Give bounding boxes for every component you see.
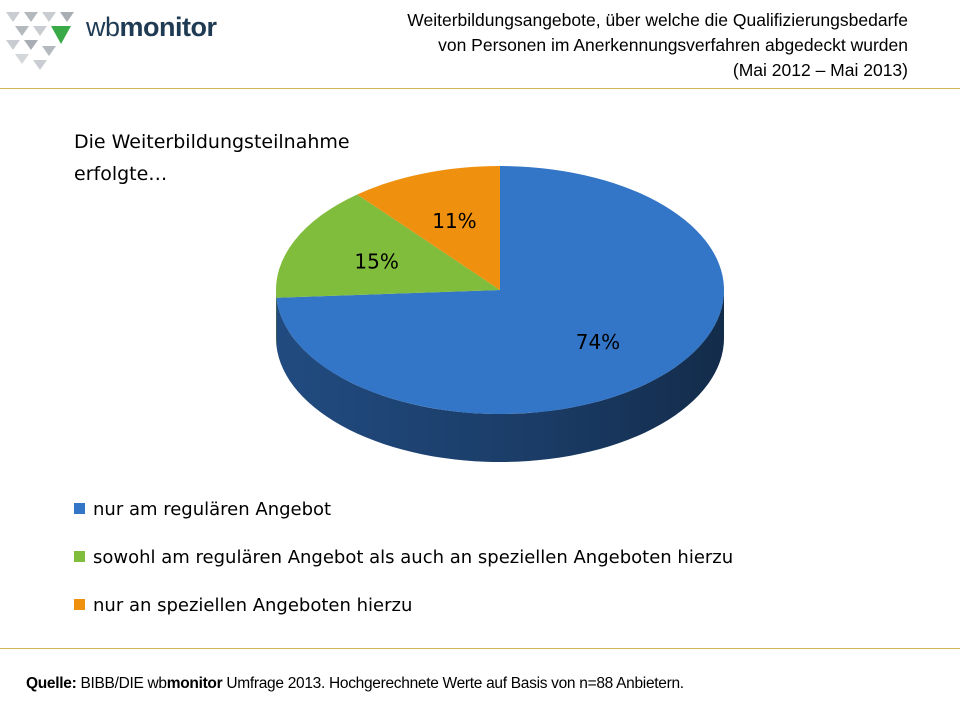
- legend-label-special: nur an speziellen Angeboten hierzu: [93, 595, 413, 616]
- page-title: Weiterbildungsangebote, über welche die …: [288, 8, 908, 83]
- chart-intro-line-1: Die Weiterbildungsteilnahme: [74, 131, 350, 153]
- legend-swatch-both: [74, 551, 85, 562]
- chart-intro-line-2: erfolgte…: [74, 163, 168, 185]
- header-divider: [0, 88, 960, 89]
- pie-slice-both: [276, 194, 500, 298]
- pie-slice-regular: [276, 166, 724, 414]
- pie-slice-special: [357, 166, 500, 290]
- legend-item-special: nur an speziellen Angeboten hierzu: [74, 592, 733, 640]
- wbmonitor-logo: [6, 12, 74, 70]
- title-line-1: Weiterbildungsangebote, über welche die …: [407, 10, 908, 30]
- legend-item-both: sowohl am regulären Angebot als auch an …: [74, 544, 733, 592]
- legend-label-both: sowohl am regulären Angebot als auch an …: [93, 547, 734, 568]
- logo-wordmark: wbmonitor: [86, 12, 217, 42]
- legend-swatch-special: [74, 599, 85, 610]
- legend-item-regular: nur am regulären Angebot: [74, 496, 733, 544]
- chart-intro-text: Die Weiterbildungsteilnahme erfolgte…: [74, 126, 350, 190]
- chart-legend: nur am regulären Angebot sowohl am regul…: [74, 496, 733, 640]
- title-line-2: von Personen im Anerkennungsverfahren ab…: [438, 35, 908, 55]
- title-line-3: (Mai 2012 – Mai 2013): [732, 60, 908, 80]
- legend-swatch-regular: [74, 503, 85, 514]
- pie-side-shade-regular: [276, 290, 724, 462]
- pie-label-both: 15%: [354, 249, 398, 273]
- legend-label-regular: nur am regulären Angebot: [93, 499, 332, 520]
- pie-label-regular: 74%: [576, 330, 620, 354]
- logo-triangle-mark: [6, 12, 74, 70]
- pie-label-special: 11%: [432, 209, 476, 233]
- footer-divider: [0, 648, 960, 649]
- source-note: Quelle: BIBB/DIE wbmonitor Umfrage 2013.…: [26, 675, 684, 692]
